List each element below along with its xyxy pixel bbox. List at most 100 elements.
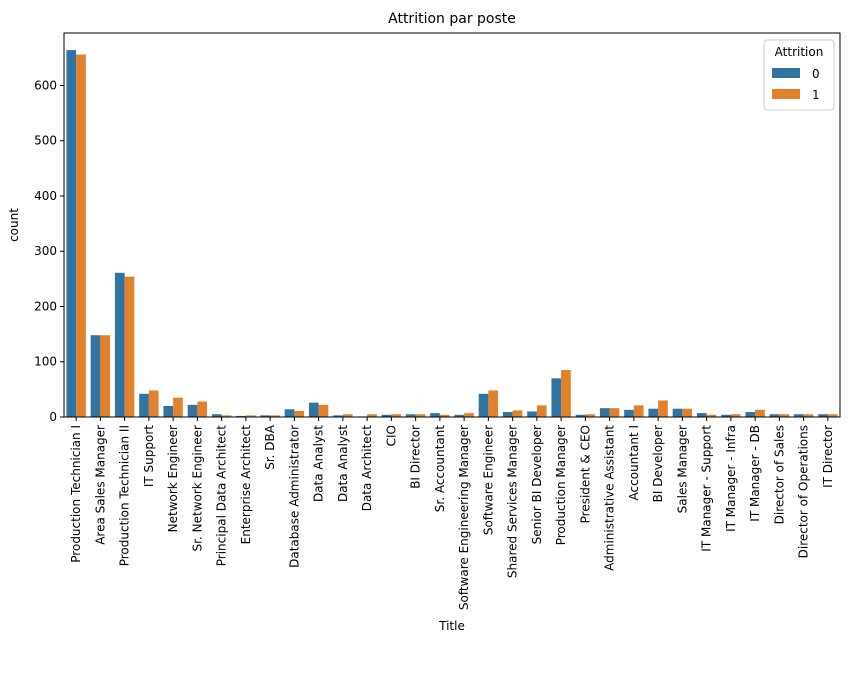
bar-series-0-11 xyxy=(333,415,343,417)
y-tick-label-6: 600 xyxy=(34,78,57,92)
bar-series-0-26 xyxy=(696,413,707,417)
x-tick-label-19: Senior BI Developer xyxy=(530,425,544,544)
bar-series-1-16 xyxy=(464,413,474,417)
y-axis-label: count xyxy=(7,208,21,242)
x-tick-label-3: IT Support xyxy=(142,425,156,487)
bar-series-0-18 xyxy=(502,412,513,417)
x-tick-label-14: BI Director xyxy=(409,425,423,489)
bar-series-1-12 xyxy=(367,414,377,417)
legend-swatch-1 xyxy=(772,89,800,99)
x-tick-label-30: Director of Operations xyxy=(797,425,811,558)
x-tick-label-16: Software Engineering Manager xyxy=(457,425,471,610)
x-tick-label-9: Database Administrator xyxy=(287,425,301,568)
bar-series-1-26 xyxy=(706,414,717,417)
bar-series-0-8 xyxy=(260,415,271,417)
bar-series-1-7 xyxy=(245,415,256,417)
bar-series-0-31 xyxy=(818,414,828,417)
bar-series-1-5 xyxy=(197,401,208,417)
bars-group xyxy=(66,50,838,418)
x-tick-label-2: Production Technician II xyxy=(118,425,132,566)
x-tick-label-22: Administrative Assistant xyxy=(603,425,617,571)
bar-series-0-6 xyxy=(211,414,222,417)
x-tick-label-25: Sales Manager xyxy=(675,425,689,513)
bar-series-0-29 xyxy=(769,414,780,417)
legend-label-0: 0 xyxy=(812,67,820,81)
bar-series-0-22 xyxy=(599,408,610,417)
x-tick-label-26: IT Manager - Support xyxy=(700,425,714,552)
bar-series-1-10 xyxy=(318,404,329,417)
bar-series-1-4 xyxy=(173,397,183,417)
bar-series-0-3 xyxy=(139,393,149,417)
legend: Attrition 0 1 xyxy=(763,39,835,111)
x-tick-label-0: Production Technician I xyxy=(69,425,83,563)
bar-series-1-31 xyxy=(827,414,838,417)
bar-series-1-24 xyxy=(658,400,668,417)
bar-series-0-20 xyxy=(551,378,562,417)
x-axis-label: Title xyxy=(438,619,465,633)
bar-series-1-14 xyxy=(415,414,426,417)
bar-series-1-0 xyxy=(76,54,86,417)
bar-series-0-17 xyxy=(478,393,489,417)
x-tick-label-4: Network Engineer xyxy=(166,425,180,532)
bar-series-1-8 xyxy=(270,415,280,417)
bar-series-1-9 xyxy=(294,410,305,417)
x-tick-label-27: IT Manager - Infra xyxy=(724,425,738,532)
x-tick-label-15: Sr. Accountant xyxy=(433,425,447,512)
x-tick-label-29: Director of Sales xyxy=(772,425,786,524)
legend-title: Attrition xyxy=(775,45,824,59)
bar-series-0-15 xyxy=(430,413,440,417)
x-tick-label-31: IT Director xyxy=(821,425,835,488)
bar-series-0-14 xyxy=(405,414,416,417)
x-tick-label-24: BI Developer xyxy=(651,425,665,502)
y-tick-label-3: 300 xyxy=(34,244,57,258)
bar-series-1-27 xyxy=(730,414,741,417)
bar-series-0-30 xyxy=(793,414,804,417)
x-tick-label-5: Sr. Network Engineer xyxy=(190,425,204,552)
bar-series-0-23 xyxy=(624,409,634,417)
x-tick-label-7: Enterprise Architect xyxy=(239,425,253,545)
bar-series-1-11 xyxy=(342,414,353,417)
bar-series-1-15 xyxy=(439,414,450,417)
bar-series-1-23 xyxy=(633,405,644,417)
x-tick-label-13: CIO xyxy=(384,425,398,446)
bar-series-0-13 xyxy=(381,414,392,417)
x-tick-label-6: Principal Data Architect xyxy=(215,425,229,567)
bar-series-1-19 xyxy=(536,405,547,417)
bar-series-0-19 xyxy=(527,411,537,417)
bar-series-0-25 xyxy=(672,408,683,417)
bar-series-0-0 xyxy=(66,50,77,418)
x-tick-label-10: Data Analyst xyxy=(312,425,326,502)
bar-series-0-21 xyxy=(575,414,586,417)
bar-series-1-2 xyxy=(124,276,135,417)
y-tick-label-0: 0 xyxy=(49,410,57,424)
x-axis: Production Technician I Area Sales Manage… xyxy=(69,417,835,610)
bar-series-0-2 xyxy=(114,272,125,417)
x-tick-label-28: IT Manager - DB xyxy=(748,425,762,522)
y-tick-label-4: 400 xyxy=(34,189,57,203)
x-tick-label-12: Data Architect xyxy=(360,425,374,512)
y-tick-label-5: 500 xyxy=(34,134,57,148)
x-tick-label-18: Shared Services Manager xyxy=(506,425,520,578)
y-tick-label-2: 200 xyxy=(34,299,57,313)
bar-series-1-18 xyxy=(512,410,523,417)
bar-series-1-13 xyxy=(391,414,402,417)
bar-series-1-28 xyxy=(755,409,765,417)
x-tick-label-21: President & CEO xyxy=(578,425,592,523)
x-tick-label-1: Area Sales Manager xyxy=(93,425,107,545)
x-tick-label-8: Sr. DBA xyxy=(263,424,277,470)
legend-label-1: 1 xyxy=(812,88,820,102)
bar-series-0-4 xyxy=(163,405,174,417)
legend-swatch-0 xyxy=(772,68,800,78)
x-tick-label-20: Production Manager xyxy=(554,425,568,545)
chart-title: Attrition par poste xyxy=(388,11,516,27)
plot-frame xyxy=(63,32,841,418)
x-tick-label-11: Data Analyst xyxy=(336,425,350,502)
bar-series-1-20 xyxy=(561,370,571,417)
bar-series-1-1 xyxy=(100,335,111,417)
y-axis: 0 100 200 300 400 500 600 xyxy=(34,78,64,424)
bar-series-1-17 xyxy=(488,390,499,417)
bar-series-0-7 xyxy=(236,415,246,417)
bar-series-0-5 xyxy=(187,404,198,417)
